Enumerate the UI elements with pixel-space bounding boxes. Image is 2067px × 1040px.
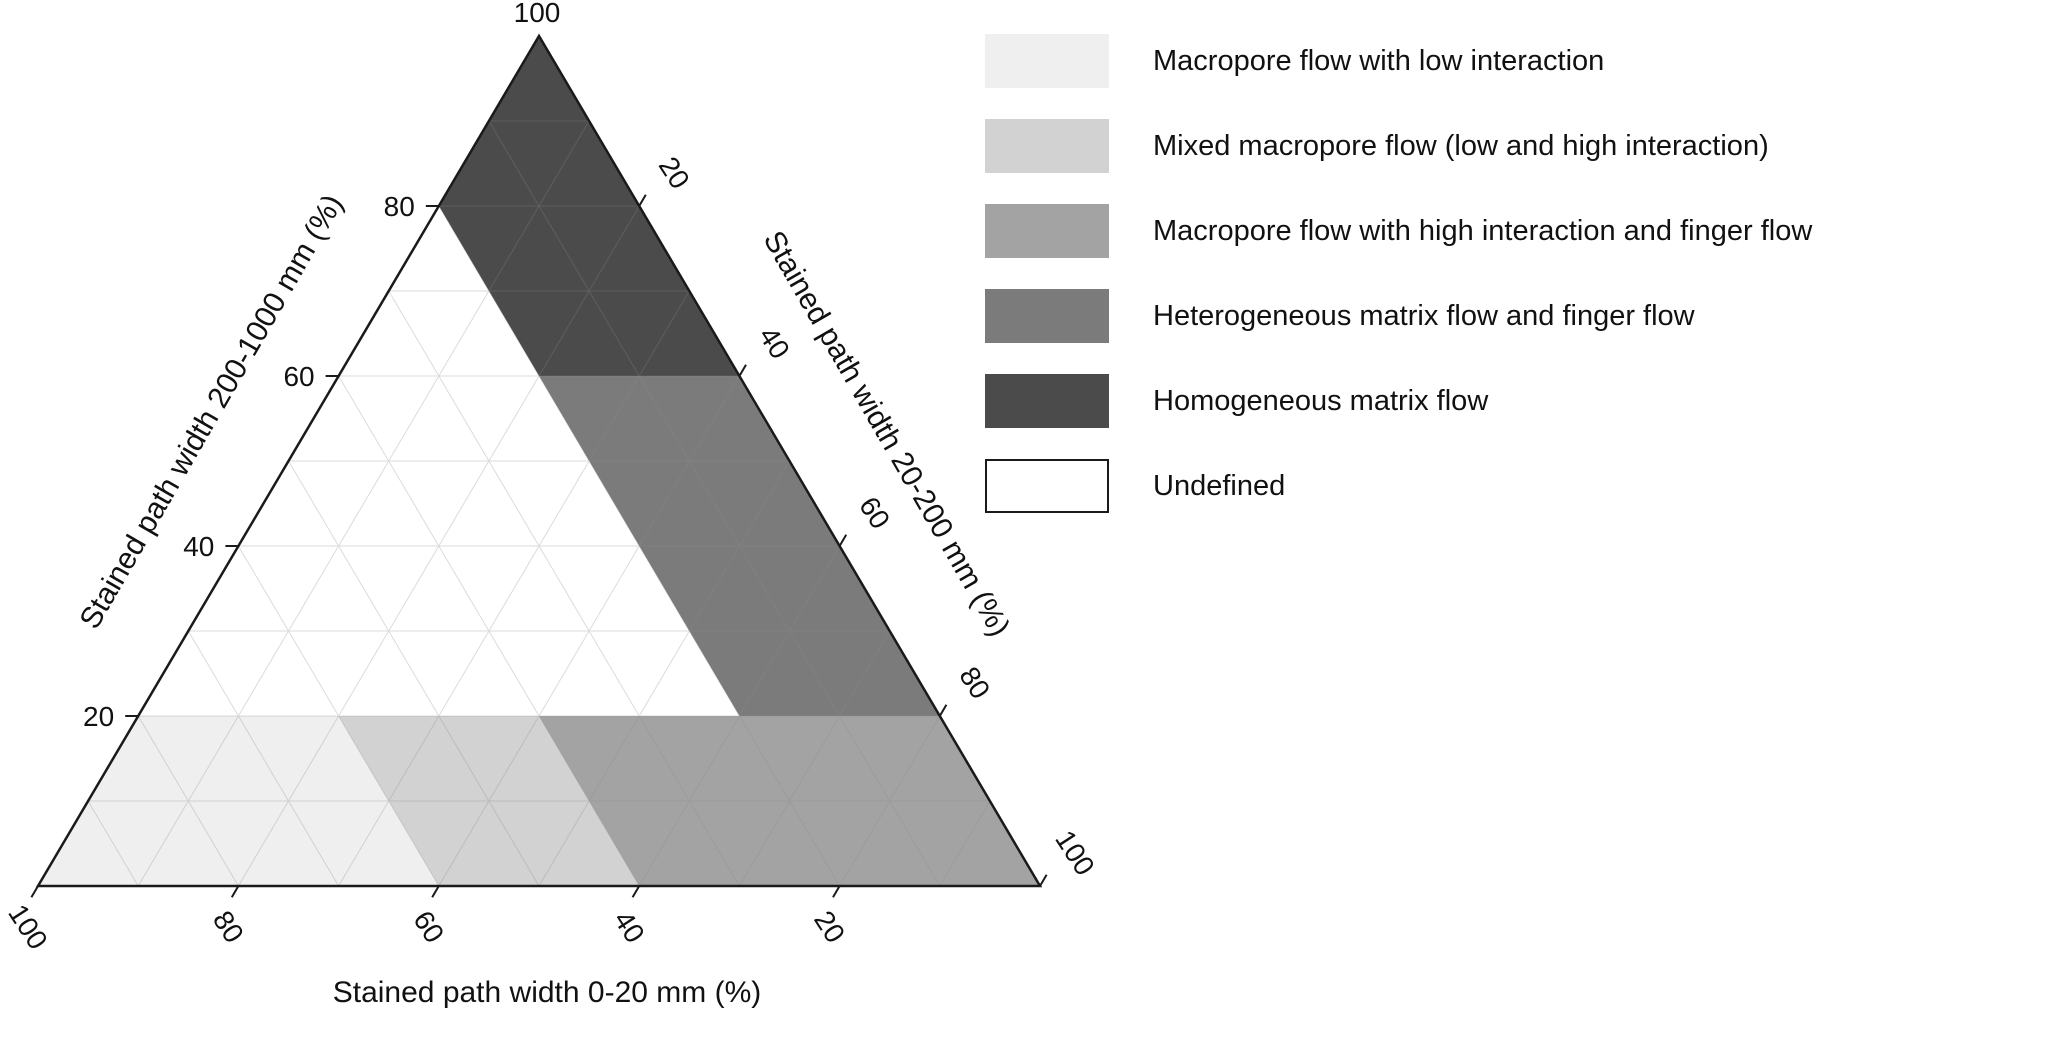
region-macropore-flow-with-low-interaction xyxy=(38,716,439,886)
legend-label: Mixed macropore flow (low and high inter… xyxy=(1153,129,1769,162)
legend-label: Undefined xyxy=(1153,469,1286,502)
legend-item-macropore-flow-with-low-interaction: Macropore flow with low interaction xyxy=(985,34,1812,88)
legend-swatch xyxy=(985,34,1109,88)
right-axis-tick-label: 20 xyxy=(653,151,696,194)
triangle-border xyxy=(35,33,1043,888)
legend-swatch xyxy=(985,374,1109,428)
right-axis-tick-label: 80 xyxy=(953,661,996,704)
legend-swatch xyxy=(985,119,1109,173)
left-axis-tick-label: 60 xyxy=(283,361,314,392)
legend-swatch xyxy=(985,459,1109,513)
left-axis-tick-label: 80 xyxy=(384,191,415,222)
region-heterogeneous-matrix-flow-and-finger-flow xyxy=(539,376,940,716)
legend-item-homogeneous-matrix-flow: Homogeneous matrix flow xyxy=(985,374,1812,428)
region-homogeneous-matrix-flow xyxy=(438,36,740,376)
bottom-axis-title: Stained path width 0-20 mm (%) xyxy=(332,976,762,1009)
legend: Macropore flow with low interaction Mixed… xyxy=(985,34,1812,544)
right-axis-tick-label: 100 xyxy=(1049,825,1100,881)
region-macropore-flow-with-high-interaction-and-finger-flow xyxy=(539,716,1040,886)
left-axis-tick-label: 40 xyxy=(183,531,214,562)
right-axis-tick-label: 40 xyxy=(753,321,796,364)
legend-label: Homogeneous matrix flow xyxy=(1153,384,1489,417)
region-undefined xyxy=(138,206,740,716)
bottom-axis-tick-label: 100 xyxy=(2,899,53,955)
legend-item-heterogeneous-matrix-flow-and-finger-flow: Heterogeneous matrix flow and finger flo… xyxy=(985,289,1812,343)
legend-item-mixed-macropore-flow-low-and-high-interaction: Mixed macropore flow (low and high inter… xyxy=(985,119,1812,173)
bottom-axis-tick-label: 60 xyxy=(407,905,450,948)
legend-label: Macropore flow with low interaction xyxy=(1153,44,1605,77)
left-axis-tick-label: 100 xyxy=(514,0,561,28)
legend-label: Macropore flow with high interaction and… xyxy=(1153,214,1813,247)
ternary-plot: 100 80 60 40 20 20 40 60 80 100 100 80 60 40 20 xyxy=(2,0,1100,955)
bottom-axis-tick-label: 40 xyxy=(608,905,651,948)
legend-item-undefined: Undefined xyxy=(985,459,1812,513)
legend-item-macropore-flow-with-high-interaction-and-finger-flow: Macropore flow with high interaction and… xyxy=(985,204,1812,258)
right-axis-tick-label: 60 xyxy=(853,491,896,534)
bottom-axis-tick-label: 80 xyxy=(207,905,250,948)
legend-swatch xyxy=(985,204,1109,258)
left-axis-tick-label: 20 xyxy=(83,701,114,732)
bottom-axis-tick-label: 20 xyxy=(808,905,851,948)
region-mixed-macropore-flow-low-and-high-interaction xyxy=(338,716,640,886)
legend-label: Heterogeneous matrix flow and finger flo… xyxy=(1153,299,1695,332)
grid-lines xyxy=(87,120,991,887)
legend-swatch xyxy=(985,289,1109,343)
